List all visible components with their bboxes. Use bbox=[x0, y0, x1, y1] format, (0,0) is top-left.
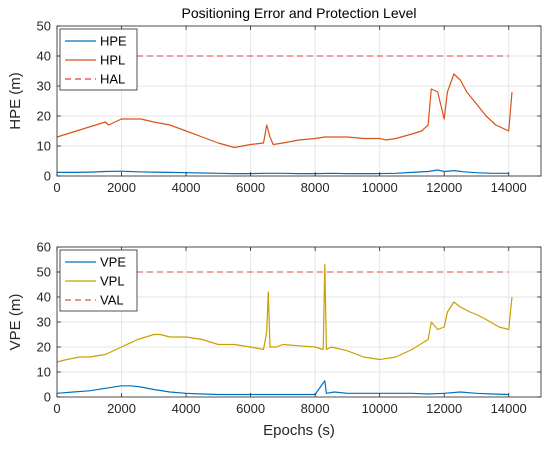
plot-area bbox=[57, 26, 541, 176]
x-tick-label: 6000 bbox=[236, 180, 265, 195]
top-panel-hpe: 0 2000 4000 6000 8000 10000 12000 14000 0 10 20 30 4… bbox=[7, 5, 542, 195]
y-tick-label: 40 bbox=[37, 290, 51, 305]
series-line-vpe bbox=[56, 380, 509, 396]
x-axis-label: Epochs (s) bbox=[263, 422, 335, 439]
x-tick-label: 2000 bbox=[107, 180, 136, 195]
y-tick-label: 10 bbox=[37, 365, 51, 380]
y-tick-label: 20 bbox=[37, 340, 51, 355]
x-tick-label: 2000 bbox=[107, 401, 136, 416]
legend-label-vpl: VPL bbox=[100, 274, 125, 289]
chart-title: Positioning Error and Protection Level bbox=[181, 5, 416, 21]
legend-label-hpl: HPL bbox=[100, 53, 125, 68]
legend: HPE HPL HAL bbox=[59, 28, 138, 91]
y-tick-label: 20 bbox=[37, 109, 51, 124]
x-tick-label: 10000 bbox=[362, 401, 398, 416]
y-axis-label: HPE (m) bbox=[7, 72, 24, 130]
x-tick-label: 4000 bbox=[172, 180, 201, 195]
y-tick-label: 60 bbox=[37, 240, 51, 255]
bottom-panel-vpe: 0 2000 4000 6000 8000 10000 12000 14000 0 10 20 30 4… bbox=[7, 240, 542, 439]
y-tick-label: 30 bbox=[37, 315, 51, 330]
axes-frame bbox=[56, 25, 542, 177]
x-tick-label: 0 bbox=[53, 180, 60, 195]
y-tick-label: 30 bbox=[37, 79, 51, 94]
y-axis-label: VPE (m) bbox=[7, 294, 24, 351]
x-tick-label: 14000 bbox=[491, 180, 527, 195]
y-tick-label: 40 bbox=[37, 49, 51, 64]
y-tick-label: 0 bbox=[44, 390, 51, 405]
y-tick-label: 50 bbox=[37, 265, 51, 280]
x-tick-label: 8000 bbox=[301, 180, 330, 195]
series-line-hpl bbox=[56, 73, 513, 149]
x-tick-label: 0 bbox=[53, 401, 60, 416]
y-tick-label: 50 bbox=[37, 19, 51, 34]
x-tick-label: 10000 bbox=[362, 180, 398, 195]
legend-label-hal: HAL bbox=[100, 72, 125, 87]
legend-label-hpe: HPE bbox=[100, 34, 127, 49]
x-tick-label: 8000 bbox=[301, 401, 330, 416]
legend: VPE VPL VAL bbox=[59, 249, 138, 312]
y-tick-label: 0 bbox=[44, 169, 51, 184]
legend-label-vpe: VPE bbox=[100, 255, 126, 270]
x-tick-label: 4000 bbox=[172, 401, 201, 416]
x-tick-label: 12000 bbox=[426, 401, 462, 416]
x-tick-label: 14000 bbox=[491, 401, 527, 416]
y-tick-label: 10 bbox=[37, 139, 51, 154]
legend-label-val: VAL bbox=[100, 293, 124, 308]
x-tick-label: 6000 bbox=[236, 401, 265, 416]
x-tick-label: 12000 bbox=[426, 180, 462, 195]
